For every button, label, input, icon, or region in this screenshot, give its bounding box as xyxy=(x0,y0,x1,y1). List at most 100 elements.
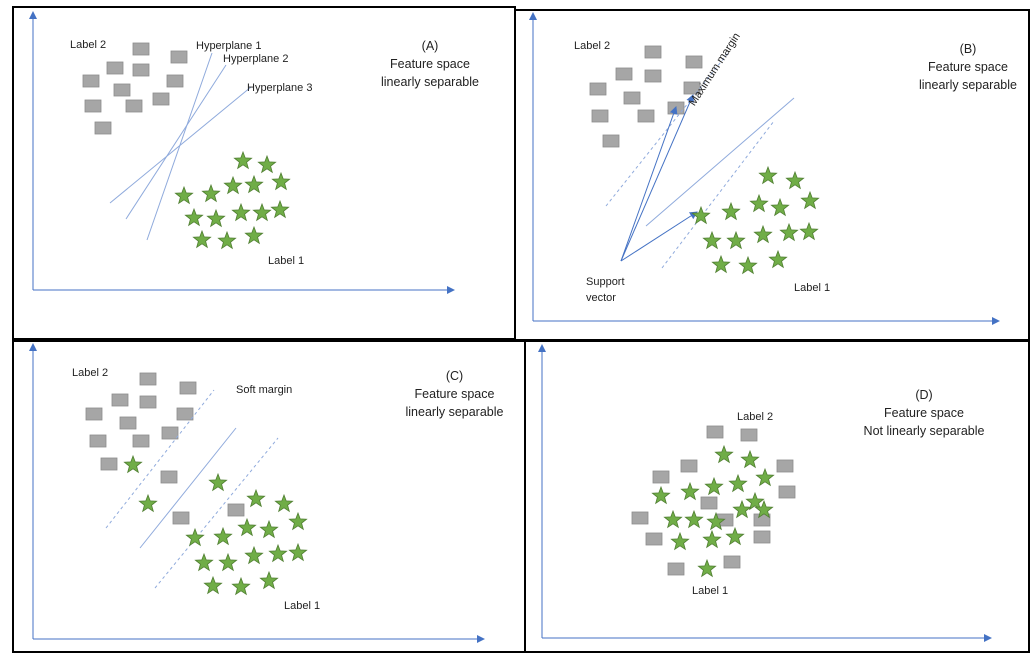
star-point xyxy=(244,174,264,194)
star-point xyxy=(706,511,726,531)
square-point xyxy=(132,63,150,77)
label-2-text: Label 2 xyxy=(72,367,109,379)
star-point xyxy=(702,230,722,250)
star-point xyxy=(257,154,277,174)
caption-line-1: Feature space xyxy=(414,387,495,401)
star-point xyxy=(691,205,711,225)
margin-upper-line xyxy=(605,52,729,207)
hyperplane-1-line xyxy=(146,52,213,241)
caption-line-2: linearly separable xyxy=(919,78,1017,92)
square-point xyxy=(631,511,649,525)
star-point xyxy=(208,472,228,492)
star-point xyxy=(218,552,238,572)
star-point xyxy=(800,190,820,210)
panel-b-caption: (B) Feature space linearly separable xyxy=(908,40,1028,94)
panel-d-caption: (D) Feature space Not linearly separable xyxy=(854,386,994,440)
support-vector-line-2: vector xyxy=(586,292,616,304)
square-point xyxy=(680,459,698,473)
star-point xyxy=(194,552,214,572)
star-point xyxy=(755,467,775,487)
square-point xyxy=(591,109,609,123)
star-point xyxy=(123,454,143,474)
panel-c-caption: (C) Feature space linearly separable xyxy=(392,367,517,421)
support-vector-arrow xyxy=(620,211,698,262)
square-point xyxy=(111,393,129,407)
margin-lower-line xyxy=(661,120,775,269)
square-point xyxy=(119,416,137,430)
star-point xyxy=(758,165,778,185)
caption-line-1: Feature space xyxy=(884,406,964,420)
star-point xyxy=(670,531,690,551)
star-point xyxy=(237,517,257,537)
panel-letter: (C) xyxy=(445,369,464,383)
star-point xyxy=(259,570,279,590)
square-point xyxy=(89,434,107,448)
star-point xyxy=(725,526,745,546)
square-point xyxy=(85,407,103,421)
panel-d: Label 2 Label 1 (D) Feature space Not li… xyxy=(524,340,1030,653)
square-point xyxy=(706,425,724,439)
caption-line-2: linearly separable xyxy=(381,75,479,89)
square-point xyxy=(84,99,102,113)
hyperplane-3-label: Hyperplane 3 xyxy=(247,82,313,94)
support-vector-arrow xyxy=(620,94,694,262)
star-point xyxy=(738,255,758,275)
square-point xyxy=(82,74,100,88)
square-point xyxy=(152,92,170,106)
panel-letter: (D) xyxy=(915,388,933,402)
star-point xyxy=(768,249,788,269)
hyperplane-1-label: Hyperplane 1 xyxy=(196,40,262,52)
soft-margin-lower-line xyxy=(154,437,279,589)
square-point xyxy=(125,99,143,113)
star-point xyxy=(754,499,774,519)
panel-b-diagram xyxy=(529,12,1000,325)
square-point xyxy=(139,372,157,386)
star-point xyxy=(252,202,272,222)
caption-line-1: Feature space xyxy=(390,57,470,71)
square-point xyxy=(652,470,670,484)
label-2-text: Label 2 xyxy=(70,39,107,51)
star-point xyxy=(726,230,746,250)
star-point xyxy=(185,527,205,547)
square-point xyxy=(644,45,662,59)
star-point xyxy=(259,519,279,539)
star-point xyxy=(714,444,734,464)
square-point xyxy=(700,496,718,510)
square-point xyxy=(106,61,124,75)
square-point xyxy=(637,109,655,123)
star-point xyxy=(233,150,253,170)
square-point xyxy=(139,395,157,409)
label-2-text: Label 2 xyxy=(737,411,774,423)
star-point xyxy=(268,543,288,563)
star-point xyxy=(246,488,266,508)
square-point xyxy=(753,530,771,544)
star-point xyxy=(174,185,194,205)
star-point xyxy=(702,529,722,549)
square-point xyxy=(645,532,663,546)
star-point xyxy=(244,545,264,565)
label-2-text: Label 2 xyxy=(574,40,611,52)
support-vector-line-1: Support xyxy=(586,276,625,288)
panel-a-diagram xyxy=(29,11,455,294)
caption-line-2: Not linearly separable xyxy=(863,424,985,438)
max-margin-line xyxy=(645,97,795,227)
label-1-text: Label 1 xyxy=(692,585,729,597)
star-point xyxy=(651,485,671,505)
label-1-text: Label 1 xyxy=(268,255,305,267)
star-point xyxy=(799,221,819,241)
panel-c-diagram xyxy=(29,343,485,643)
star-point xyxy=(663,509,683,529)
star-point xyxy=(288,511,308,531)
support-vector-label: Support vector xyxy=(586,275,625,305)
square-point xyxy=(132,42,150,56)
star-point xyxy=(728,473,748,493)
square-point xyxy=(776,459,794,473)
star-point xyxy=(749,193,769,213)
star-point xyxy=(213,526,233,546)
square-point xyxy=(170,50,188,64)
square-point xyxy=(179,381,197,395)
star-point xyxy=(223,175,243,195)
star-point xyxy=(270,199,290,219)
star-point xyxy=(184,207,204,227)
star-point xyxy=(704,476,724,496)
